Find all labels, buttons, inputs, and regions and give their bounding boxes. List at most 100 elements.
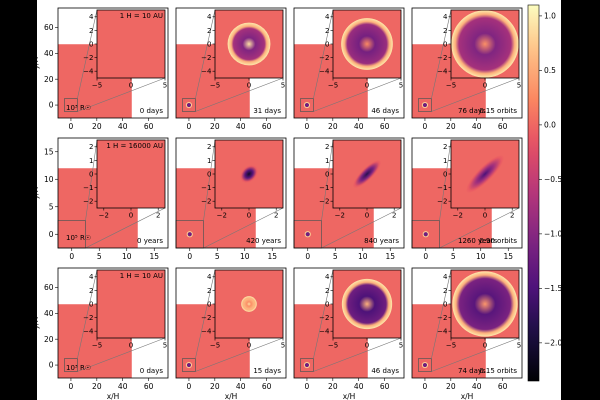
inset-y-tick-label: −4 <box>201 328 212 336</box>
inset-x-tick-label: −5 <box>446 342 456 350</box>
time-label: 31 days <box>253 107 281 115</box>
inset-plot-area <box>97 270 165 338</box>
x-tick-label: 40 <box>118 122 128 131</box>
zoom-connector <box>321 139 334 221</box>
orbits-label: 0.15 orbits <box>479 367 517 375</box>
zoom-box <box>418 358 432 372</box>
inset-x-tick-label: 5 <box>399 82 403 90</box>
inset-y-tick-label: 2 <box>325 27 329 35</box>
zoom-connector <box>77 269 98 359</box>
inset-x-tick-label: 5 <box>517 82 521 90</box>
x-tick-label: 10 <box>358 252 368 261</box>
zoom-connector <box>195 9 216 99</box>
zoom-connector <box>431 269 452 359</box>
inset-y-tick-label: 0 <box>443 300 447 308</box>
time-label: 840 years <box>364 237 399 245</box>
inset-y-tick-label: −2 <box>319 54 329 62</box>
colorbar-tick-label: 0.5 <box>544 66 556 75</box>
shock-ring <box>452 271 518 337</box>
zoom-connector <box>203 139 216 221</box>
x-tick-label: 40 <box>354 122 364 131</box>
remnant-marker <box>185 101 193 109</box>
inset-x-tick-label: 0 <box>247 212 251 220</box>
x-tick-label: 0 <box>305 252 310 261</box>
time-label: 76 days <box>458 107 486 115</box>
remnant-marker <box>186 231 193 238</box>
inset-y-tick-label: −2 <box>437 54 447 62</box>
zoom-connector <box>85 139 98 221</box>
zoom-scale-label: 10³ R☉ <box>66 364 91 372</box>
inset-x-tick-label: −2 <box>335 212 345 220</box>
colorbar: 1.0 0.5 0.0 −0.5 −1.0 −1.5 −2.0 log 10 ρ/ρ₀ <box>527 4 568 382</box>
inset-y-tick-label: 1 <box>325 157 329 165</box>
inset-y-tick-label: −2 <box>201 54 211 62</box>
x-axis-label: x/H <box>461 392 474 400</box>
inset-y-tick-label: 1 <box>89 157 93 165</box>
time-label: 74 days <box>458 367 486 375</box>
inset-x-tick-label: 0 <box>483 212 487 220</box>
inset-x-tick-label: 5 <box>281 82 285 90</box>
x-tick-label: 0 <box>423 382 428 391</box>
inset-y-tick-label: −2 <box>83 54 93 62</box>
outer-frame <box>57 7 169 119</box>
remnant-marker <box>303 361 311 369</box>
zoom-connector <box>203 207 284 249</box>
x-tick-label: 10 <box>476 252 486 261</box>
inset-x-tick-label: 5 <box>517 342 521 350</box>
x-tick-label: 60 <box>144 122 154 131</box>
colorbar-tick-label: −1.0 <box>544 229 562 238</box>
y-axis-label: y/H <box>31 57 40 70</box>
zoom-connector <box>313 269 334 359</box>
inset-x-tick-label: 0 <box>129 212 133 220</box>
x-tick-label: 60 <box>380 122 390 131</box>
ejecta-blob <box>240 165 258 183</box>
scale-annotation: 1 H = 16000 AU <box>106 142 163 150</box>
inset-y-tick-label: 2 <box>443 27 447 35</box>
inset-y-tick-label: −4 <box>437 328 448 336</box>
time-label: 0 days <box>140 107 164 115</box>
inset-y-tick-label: 0 <box>443 40 447 48</box>
zoom-box <box>64 358 78 372</box>
inset-x-tick-label: 5 <box>163 82 167 90</box>
inset-y-tick-label: −4 <box>437 68 448 76</box>
inset-y-tick-label: −4 <box>201 68 212 76</box>
x-tick-label: 20 <box>446 382 456 391</box>
inset-x-tick-label: 0 <box>365 82 369 90</box>
inset-x-tick-label: −5 <box>92 82 102 90</box>
zoom-box <box>300 358 314 372</box>
y-tick-label: 15 <box>44 147 54 156</box>
time-label: 46 days <box>371 367 399 375</box>
x-axis-label: x/H <box>225 392 238 400</box>
zoom-connector <box>313 337 402 372</box>
outer-frame <box>175 137 287 249</box>
inset-x-tick-label: 0 <box>483 342 487 350</box>
inset-y-tick-label: 0 <box>207 170 211 178</box>
inset-x-tick-label: −2 <box>453 212 463 220</box>
inset-y-tick-label: −2 <box>83 198 93 206</box>
zoom-connector <box>439 207 520 249</box>
inset-y-tick-label: −4 <box>319 68 330 76</box>
zoom-scale-label: 10⁵ R☉ <box>66 234 91 242</box>
inset-y-tick-label: 4 <box>207 13 212 21</box>
inset-x-tick-label: 0 <box>483 82 487 90</box>
zoom-connector <box>77 77 166 112</box>
y-tick-label: 40 <box>44 309 54 318</box>
x-tick-label: 20 <box>92 382 102 391</box>
outer-frame <box>57 267 169 379</box>
inset-x-tick-label: −5 <box>446 82 456 90</box>
colorbar-tick-label: −1.5 <box>544 284 562 293</box>
inset-y-tick-label: 0 <box>207 40 211 48</box>
outer-frame <box>411 137 523 249</box>
shock-ring <box>341 278 393 330</box>
inset-x-tick-label: 0 <box>129 342 133 350</box>
x-tick-label: 0 <box>187 122 192 131</box>
inset-y-tick-label: 4 <box>443 13 448 21</box>
inset-y-tick-label: −2 <box>319 198 329 206</box>
inset-y-tick-label: −1 <box>437 184 447 192</box>
